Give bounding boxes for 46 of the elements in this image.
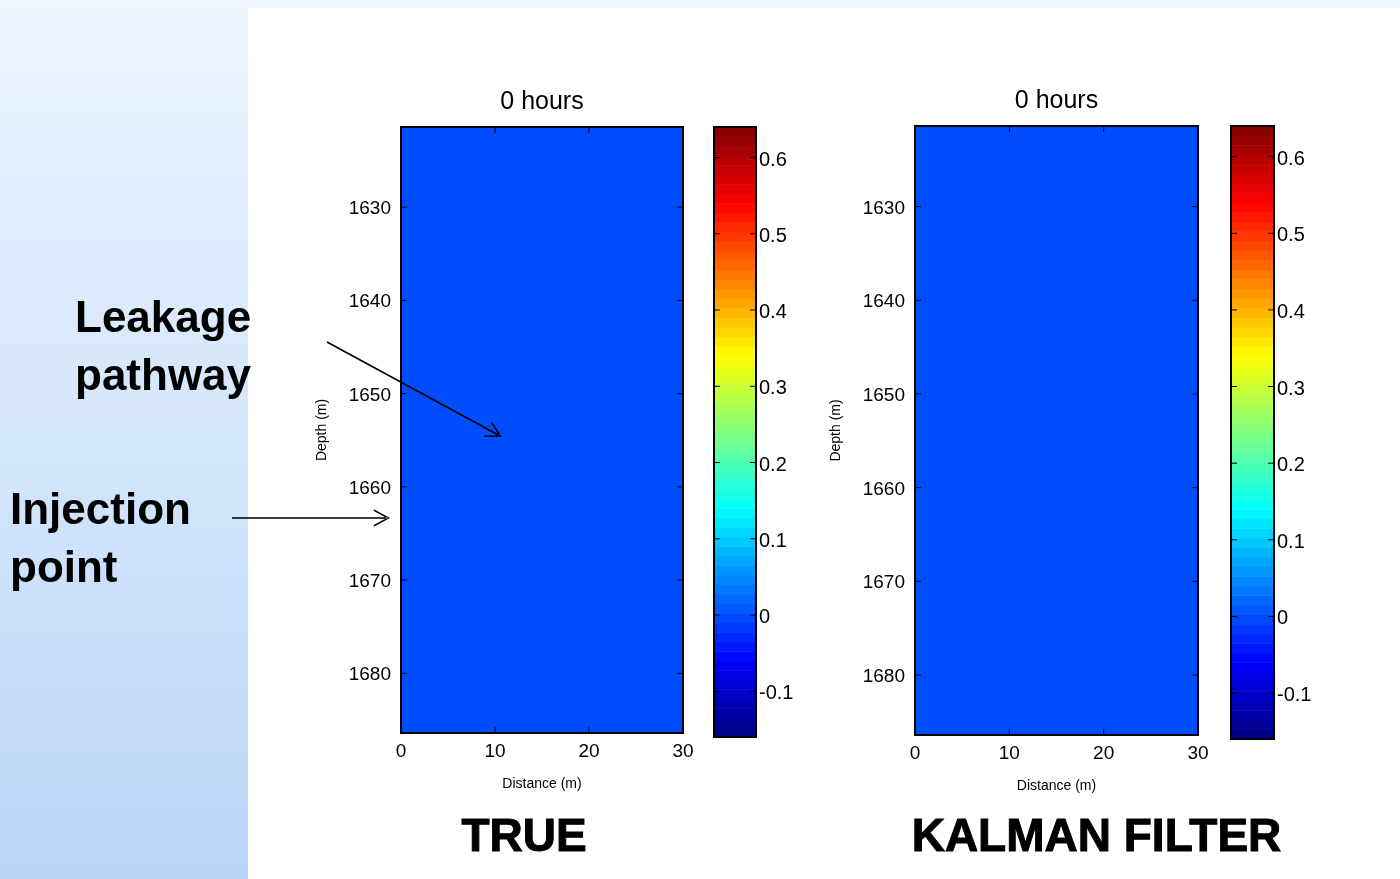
y-tick-label: 1630 xyxy=(348,197,391,219)
x-axis-title: Distance (m) xyxy=(502,775,582,791)
y-tick-label: 1630 xyxy=(862,196,905,218)
color-bar-label: 0.6 xyxy=(759,147,787,170)
chart-title: 0 hours xyxy=(1014,85,1099,113)
x-tick-label: 0 xyxy=(395,740,407,761)
text: Leakage pathway xyxy=(75,292,252,399)
color-bar-label: 0.4 xyxy=(759,300,787,322)
color-bar-label: 0 xyxy=(1277,606,1289,629)
x-tick-label: 0 xyxy=(909,742,921,763)
y-axis-title: Depth (m) xyxy=(313,398,329,462)
y-axis-title: Depth (m) xyxy=(827,399,843,462)
y-tick-label: 1660 xyxy=(348,476,391,498)
color-bar-label: 0.4 xyxy=(1277,299,1305,322)
color-bar-label: 0.3 xyxy=(1277,376,1305,399)
x-tick-label: 10 xyxy=(998,742,1020,763)
color-bar-label: 0.5 xyxy=(759,223,787,246)
y-tick-label: 1650 xyxy=(348,383,391,405)
color-bar-label: 0.6 xyxy=(1277,146,1305,169)
text: TRUE xyxy=(461,809,587,861)
color-bar-label: 0.5 xyxy=(1277,223,1305,246)
chart-title: 0 hours xyxy=(500,86,584,114)
text: Injection point xyxy=(10,484,191,591)
y-tick-label: 1650 xyxy=(862,383,905,405)
y-tick-label: 1660 xyxy=(862,477,905,499)
color-bar-label: 0.1 xyxy=(1277,529,1305,552)
y-tick-label: 1670 xyxy=(348,570,391,592)
y-tick-label: 1640 xyxy=(348,290,391,312)
color-bar-label: 0 xyxy=(759,605,771,627)
color-bar-label: 0.2 xyxy=(1277,453,1305,476)
text: KALMAN FILTER xyxy=(911,809,1282,861)
x-tick-label: 30 xyxy=(672,740,694,761)
x-tick-label: 30 xyxy=(1187,742,1209,763)
color-bar-label: -0.1 xyxy=(1277,683,1312,706)
color-bar-label: -0.1 xyxy=(759,681,794,704)
x-tick-label: 20 xyxy=(1093,742,1115,763)
y-tick-label: 1680 xyxy=(862,665,905,687)
y-tick-label: 1680 xyxy=(348,663,391,685)
x-axis-title: Distance (m) xyxy=(1016,777,1097,793)
x-tick-label: 10 xyxy=(484,740,506,761)
color-bar-label: 0.1 xyxy=(759,528,787,551)
y-tick-label: 1640 xyxy=(862,290,905,312)
color-bar-label: 0.3 xyxy=(759,376,787,399)
y-tick-label: 1670 xyxy=(862,571,905,593)
color-bar-label: 0.2 xyxy=(759,452,787,475)
x-tick-label: 20 xyxy=(578,740,600,761)
